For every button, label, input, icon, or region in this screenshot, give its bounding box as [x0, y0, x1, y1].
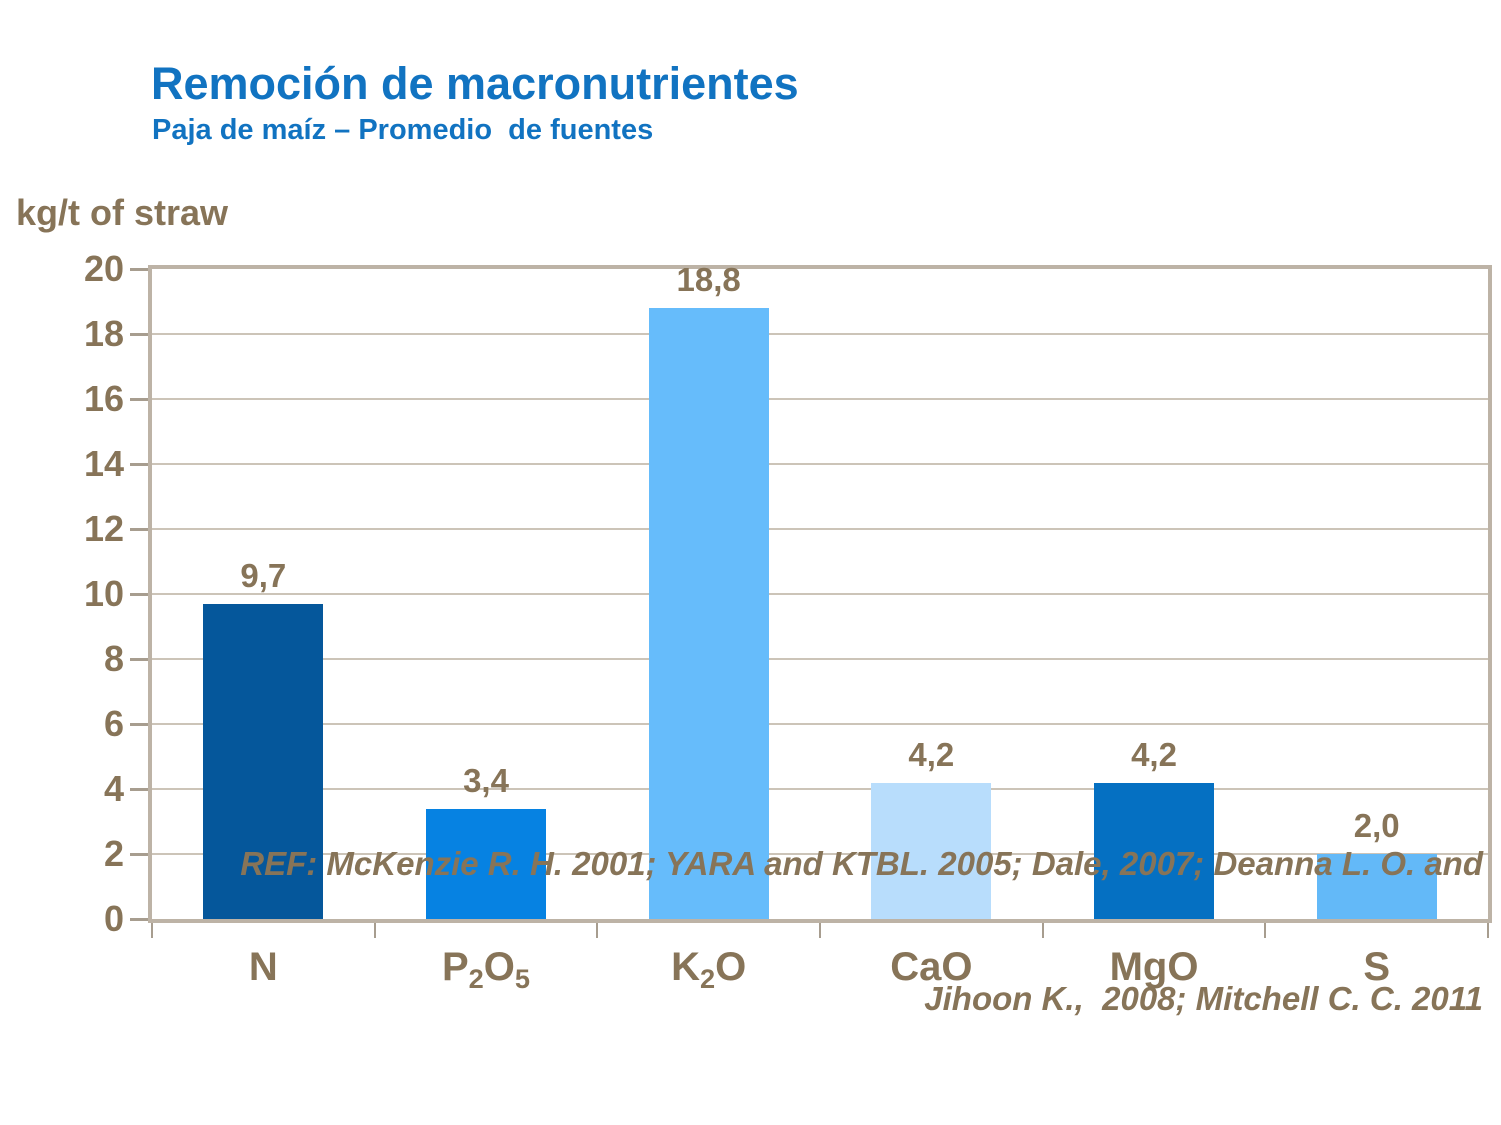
- bar-value-label: 4,2: [1131, 735, 1177, 773]
- y-tick-label: 16: [83, 378, 124, 419]
- x-tick-mark: [1041, 923, 1044, 938]
- gridline: [152, 398, 1488, 400]
- gridline: [152, 853, 1488, 855]
- label-text: O: [715, 945, 747, 989]
- x-tick-mark: [151, 923, 153, 938]
- bar-CaO: [871, 782, 992, 919]
- subscript-text: 2: [468, 962, 484, 994]
- gridline: [152, 788, 1488, 790]
- y-tick-mark: [130, 267, 148, 271]
- y-tick-label: 12: [83, 508, 124, 549]
- y-tick-mark: [130, 592, 148, 596]
- reference-text: REF: McKenzie R. H. 2001; YARA and KTBL.…: [240, 751, 1483, 1111]
- bar-P2O5: [426, 808, 546, 919]
- label-text: MgO: [1109, 945, 1199, 989]
- x-axis-label-N: N: [152, 945, 374, 990]
- subscript-text: 2: [699, 962, 716, 994]
- bar-N: [203, 603, 324, 919]
- y-tick-label: 8: [103, 638, 124, 679]
- x-axis-label-S: S: [1266, 945, 1488, 990]
- bar-K2O: [648, 308, 769, 919]
- reference-line-1: REF: McKenzie R. H. 2001; YARA and KTBL.…: [240, 845, 1483, 882]
- label-text: P: [441, 945, 469, 989]
- bar-S: [1316, 854, 1437, 919]
- bar-value-label: 3,4: [463, 761, 509, 799]
- bar-value-label: 2,0: [1353, 807, 1400, 844]
- label-text: CaO: [890, 945, 973, 989]
- label-text: K: [671, 945, 700, 989]
- y-tick-label: 2: [103, 833, 124, 874]
- x-axis-label-K2O: K2O: [598, 945, 820, 994]
- label-text: N: [248, 945, 278, 989]
- reference-line-2: Jihoon K., 2008; Mitchell C. C. 2011: [924, 980, 1483, 1017]
- page-title: Remoción de macronutrientes: [151, 58, 799, 109]
- y-tick-mark: [130, 527, 148, 531]
- gridline: [152, 528, 1488, 530]
- y-tick-label: 0: [103, 898, 124, 939]
- bar-value-label: 18,8: [676, 261, 741, 298]
- y-tick-label: 4: [103, 768, 124, 809]
- y-tick-mark: [130, 332, 148, 336]
- y-tick-mark: [130, 917, 148, 921]
- subscript-text: 5: [514, 962, 531, 994]
- y-tick-label: 6: [103, 703, 124, 744]
- y-tick-mark: [130, 657, 148, 661]
- y-tick-label: 14: [83, 443, 124, 484]
- bar-value-label: 9,7: [240, 556, 287, 594]
- gridline: [152, 593, 1488, 595]
- gridline: [152, 723, 1488, 725]
- x-tick-mark: [819, 923, 821, 938]
- y-tick-mark: [130, 397, 148, 401]
- y-tick-mark: [130, 787, 148, 791]
- bar-value-label: 4,2: [908, 735, 955, 773]
- x-tick-mark: [596, 923, 599, 938]
- y-tick-mark: [130, 462, 148, 466]
- x-tick-mark: [1264, 923, 1267, 938]
- gridline: [152, 333, 1488, 335]
- y-tick-label: 20: [83, 248, 124, 289]
- y-tick-mark: [130, 722, 148, 726]
- bar-chart-plot-area: 0 2 4 6 8 10 12 14 16 18 20 9,7 N 3,4 P2O5 18,8 K2O 4,2 Ca…: [84, 249, 1492, 994]
- bar-MgO: [1094, 782, 1214, 919]
- x-tick-mark: [1487, 923, 1489, 938]
- y-tick-label: 10: [83, 573, 124, 614]
- gridline: [152, 658, 1488, 660]
- x-axis-label-P2O5: P2O5: [375, 945, 597, 994]
- label-text: S: [1363, 945, 1390, 989]
- y-tick-label: 18: [83, 313, 124, 354]
- x-axis-label-CaO: CaO: [820, 945, 1042, 990]
- x-tick-mark: [373, 923, 376, 938]
- gridline: [152, 463, 1488, 465]
- y-tick-mark: [130, 852, 148, 856]
- x-axis-label-MgO: MgO: [1043, 945, 1265, 990]
- y-axis-title: kg/t of straw: [16, 192, 229, 233]
- page-subtitle: Paja de maíz – Promedio de fuentes: [152, 114, 654, 146]
- label-text: O: [483, 945, 515, 989]
